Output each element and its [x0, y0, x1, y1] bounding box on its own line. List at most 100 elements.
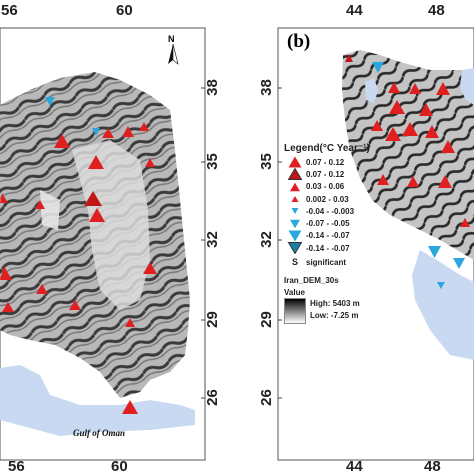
triangle-down-icon — [284, 230, 306, 242]
legend-item-label: -0.14 - -0.07 — [306, 243, 350, 253]
legend-item: 0.07 - 0.12 — [284, 156, 404, 168]
panel-b-xtick-top: 48 — [428, 2, 445, 19]
panel-b-ytick: 35 — [257, 153, 275, 170]
legend-item: -0.04 - -0.003 — [284, 205, 404, 217]
panel-a-ytick: 29 — [203, 311, 221, 328]
persian-gulf — [412, 250, 474, 360]
panel-b-xtick-bottom: 48 — [424, 458, 441, 475]
triangle-down-icon — [284, 218, 306, 230]
significant-label: significant — [306, 257, 347, 267]
panel-b-ytick: 26 — [257, 389, 275, 406]
station-increase — [425, 125, 439, 138]
triangle-down-icon — [284, 205, 306, 217]
triangle-up-icon — [284, 156, 306, 168]
station-decrease — [428, 246, 441, 258]
station-decrease — [92, 128, 100, 136]
map-legend: Legend(°C Year⁻¹) 0.07 - 0.12 0.07 - 0.12… — [284, 143, 404, 325]
triangle-down-icon — [284, 242, 306, 255]
legend-item-label: -0.04 - -0.003 — [306, 206, 355, 216]
panel-a-xtick-top: 56 — [1, 2, 18, 19]
panel-a-sea — [0, 365, 195, 436]
station-increase — [436, 82, 450, 95]
panel-a-xtick-bottom: 56 — [8, 458, 25, 475]
station-increase — [409, 83, 421, 94]
station-increase — [145, 158, 155, 167]
station-increase — [0, 266, 12, 280]
station-increase — [371, 120, 383, 131]
gulf-of-oman-label: Gulf of Oman — [73, 428, 126, 438]
panel-b-ytick: 29 — [257, 311, 275, 328]
dem-title: Iran_DEM_30s — [284, 276, 339, 286]
station-increase — [407, 176, 419, 187]
legend-item-label: 0.07 - 0.12 — [306, 169, 345, 179]
caspian-sea — [460, 68, 474, 105]
station-increase — [122, 400, 138, 414]
station-increase — [389, 100, 405, 114]
station-increase — [441, 140, 455, 153]
station-decrease — [453, 258, 465, 269]
panel-b-label: (b) — [287, 31, 311, 52]
dem-color-ramp — [284, 298, 306, 325]
legend-item-label: -0.14 - -0.07 — [306, 231, 350, 241]
station-decrease — [372, 62, 384, 73]
panel-b-ytick: 32 — [257, 231, 275, 248]
legend-item-label: -0.07 - -0.05 — [306, 219, 350, 229]
station-increase — [402, 122, 418, 136]
station-increase — [345, 54, 353, 62]
panel-b-ytick: 38 — [257, 79, 275, 96]
station-increase — [139, 122, 149, 131]
station-increase — [419, 103, 433, 116]
legend-item: 0.07 - 0.12 — [284, 168, 404, 181]
panel-b-terrain — [342, 50, 474, 260]
station-increase — [36, 284, 48, 294]
legend-item-label: 0.002 - 0.03 — [306, 194, 349, 204]
legend-item: -0.14 - -0.07 — [284, 242, 404, 255]
station-increase — [89, 208, 105, 222]
legend-item-label: 0.07 - 0.12 — [306, 157, 345, 167]
north-label: N — [168, 34, 175, 44]
station-increase — [102, 128, 114, 138]
station-increase — [2, 302, 14, 312]
triangle-up-icon — [284, 193, 306, 205]
station-increase — [388, 82, 400, 93]
station-increase — [54, 134, 70, 148]
significant-symbol: S — [291, 257, 298, 268]
station-decrease — [437, 282, 445, 289]
legend-item: -0.14 - -0.07 — [284, 230, 404, 242]
dem-low-label: Low: -7.25 m — [310, 311, 359, 321]
station-decrease — [45, 97, 55, 106]
legend-item: 0.03 - 0.06 — [284, 181, 404, 193]
station-increase — [460, 218, 470, 227]
dem-high-label: High: 5403 m — [310, 299, 360, 309]
station-increase — [69, 300, 81, 310]
station-increase — [88, 155, 104, 169]
panel-b-xtick-bottom: 44 — [346, 458, 363, 475]
legend-title: Legend(°C Year⁻¹) — [284, 143, 370, 154]
triangle-up-icon — [284, 168, 306, 181]
panel-a-ytick: 35 — [203, 153, 221, 170]
legend-item: 0.002 - 0.03 — [284, 193, 404, 205]
panel-b-stations — [345, 54, 470, 289]
legend-significant: S significant — [284, 256, 404, 268]
station-increase — [377, 174, 389, 185]
station-increase — [35, 200, 45, 209]
north-arrow-icon — [168, 43, 179, 65]
lake-urmia — [365, 78, 378, 104]
triangle-up-icon — [284, 181, 306, 193]
panel-b-xtick-top: 44 — [346, 2, 363, 19]
panel-a-xtick-top: 60 — [116, 2, 133, 19]
station-increase — [143, 262, 157, 274]
panel-a-stations — [0, 97, 157, 414]
panel-a-ytick: 26 — [203, 389, 221, 406]
station-increase — [84, 191, 102, 206]
legend-item-label: 0.03 - 0.06 — [306, 182, 345, 192]
panel-a-ytick: 38 — [203, 79, 221, 96]
station-increase — [385, 127, 401, 141]
station-increase — [125, 318, 135, 327]
legend-item: -0.07 - -0.05 — [284, 217, 404, 229]
panel-a-xtick-bottom: 60 — [111, 458, 128, 475]
panel-a-ytick: 32 — [203, 231, 221, 248]
station-increase — [0, 193, 8, 203]
dem-value-label: Value — [284, 288, 305, 298]
